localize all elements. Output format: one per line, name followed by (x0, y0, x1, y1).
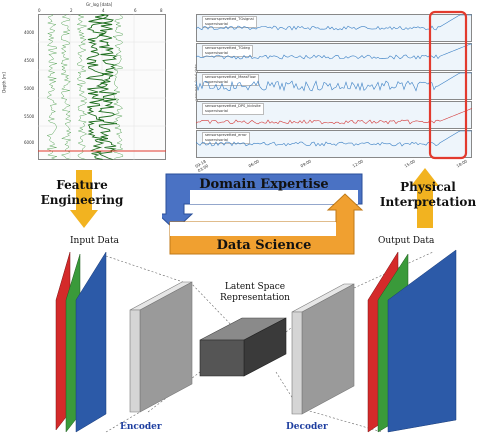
well-log-y-title: Depth [m] (1, 72, 7, 93)
well-log-trace (112, 14, 124, 160)
y-tick: 6000 (24, 140, 35, 145)
timeseries-trace (196, 14, 472, 31)
anomaly-highlight-box (428, 10, 468, 160)
domain-science-loop (162, 173, 364, 255)
y-tick: 5500 (24, 114, 35, 119)
well-log-trace (85, 14, 107, 160)
feature-engineering-arrow (70, 170, 98, 228)
timeseries-trace (196, 43, 472, 60)
autoencoder-diagram (55, 249, 457, 433)
legend-entry: sensorsprevetted_TGsignal (205, 17, 254, 21)
well-log-x-title: Gr_log [data] (86, 2, 113, 7)
legend-entry: sensorsprevetted_error (205, 133, 247, 137)
domain-expertise-label: Domain Expertise (199, 177, 329, 192)
timeseries-trace (196, 108, 472, 125)
x-tick: 2 (70, 8, 73, 13)
y-tick: 4500 (24, 58, 35, 63)
x-tick: 8 (160, 8, 163, 13)
encoder-label: Encoder (120, 422, 162, 432)
well-log-trace (46, 14, 58, 160)
latent-space-label: Latent Space Representation (220, 282, 290, 303)
legend-entry: supervisorial (205, 51, 228, 55)
timeseries-legend: sensorsprevetted_MeasFlow supervisorial (202, 74, 259, 86)
legend-entry: supervisorial (205, 138, 228, 142)
timeseries-x-tick: 09:00 (299, 158, 313, 169)
timeseries-legend: sensorsprevetted_error supervisorial (202, 132, 250, 144)
legend-entry: sensorsprevetted_MeasFlow (205, 75, 256, 79)
timeseries-trace (196, 130, 472, 147)
output-data-layers (367, 249, 457, 433)
timeseries-trace (196, 72, 472, 92)
legend-entry: supervisorial (205, 109, 228, 113)
input-data-layers (55, 251, 107, 433)
feature-engineering-label: Feature Engineering (40, 178, 124, 207)
well-log-trace (97, 14, 119, 160)
timeseries-legend: sensorsprevetted_TGdeg supervisorial (202, 45, 253, 57)
output-data-label: Output Data (378, 236, 435, 246)
y-tick: 4000 (24, 30, 35, 35)
timeseries-x-tick: 06:00 (247, 158, 261, 169)
well-log-trace (76, 14, 88, 160)
legend-entry: sensorsprevetted_TGdeg (205, 46, 250, 50)
physical-interpretation-arrow (411, 168, 439, 228)
output-layer-blue (387, 249, 457, 433)
encoder-layer (129, 281, 193, 413)
x-tick: 4 (102, 8, 105, 13)
legend-entry: supervisorial (205, 22, 228, 26)
legend-entry: supervisorial (205, 80, 228, 84)
data-science-label: Data Science (216, 238, 312, 253)
latent-space-block (199, 317, 287, 377)
decoder-layer (291, 283, 355, 415)
x-tick: 0 (38, 8, 41, 13)
y-tick: 5000 (24, 86, 35, 91)
x-tick: 6 (134, 8, 137, 13)
timeseries-legend: sensorsprevetted_DPS_kicksite supervisori… (202, 103, 264, 115)
input-layer-blue (75, 251, 107, 433)
timeseries-x-tick: 12:00 (351, 158, 365, 169)
input-data-label: Input Data (70, 236, 119, 246)
decoder-label: Decoder (286, 422, 328, 432)
well-log-traces (38, 14, 166, 160)
well-log-trace (60, 14, 72, 160)
legend-entry: sensorsprevetted_DPS_kicksite (205, 104, 261, 108)
physical-interpretation-label: Physical Interpretation (379, 180, 477, 209)
